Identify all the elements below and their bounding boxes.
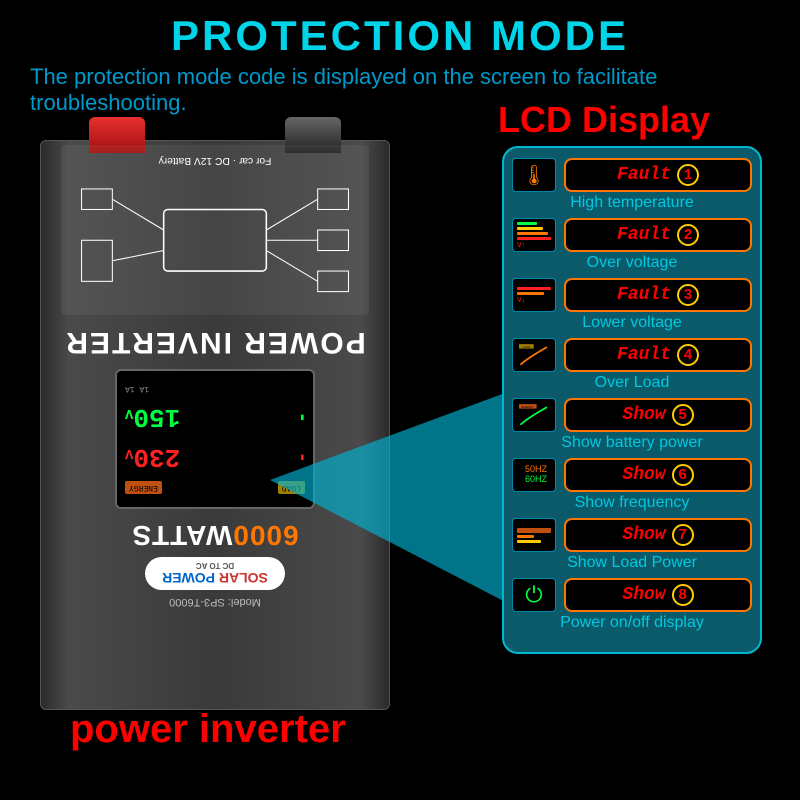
fault-number: 4 (677, 344, 699, 366)
model-text: Model: SP3-T6000 (41, 596, 389, 608)
fault-row-6: 50HZ60HZ Show 6 (512, 458, 752, 492)
fault-word: Show (622, 585, 665, 605)
fault-word: Fault (617, 225, 671, 245)
lcd-value-2: 150V (125, 402, 180, 432)
fault-icon-hz: 50HZ60HZ (512, 458, 556, 492)
fault-caption: Power on/off display (512, 614, 752, 632)
fault-row-3: V↓ Fault 3 (512, 278, 752, 312)
fault-icon-bars_lv: V↓ (512, 278, 556, 312)
fault-number: 3 (677, 284, 699, 306)
fault-row-1: 🌡 Fault 1 (512, 158, 752, 192)
fault-caption: Lower voltage (512, 314, 752, 332)
brand-badge: SOLAR POWER DC TO AC (145, 557, 285, 590)
fault-icon-power: ⏻ (512, 578, 556, 612)
fault-badge: Show 5 (564, 398, 752, 432)
fault-badge: Show 7 (564, 518, 752, 552)
fault-row-8: ⏻ Show 8 (512, 578, 752, 612)
lcd-value-1: 230V (125, 442, 180, 472)
device-face: Model: SP3-T6000 SOLAR POWER DC TO AC 60… (41, 141, 389, 624)
fault-number: 5 (672, 404, 694, 426)
fault-icon-bars_lp (512, 518, 556, 552)
svg-text:For car · DC 12V Battery: For car · DC 12V Battery (158, 155, 272, 166)
brand-solar: SOLAR (219, 570, 268, 586)
fault-codes-panel: 🌡 Fault 1 High temperature V↑ Fault 2 Over volt… (502, 146, 762, 654)
fault-number: 1 (677, 164, 699, 186)
inverter-device: Model: SP3-T6000 SOLAR POWER DC TO AC 60… (40, 140, 390, 710)
lcd-energy-badge: ENERGY (125, 481, 162, 494)
fault-icon-thermo: 🌡 (512, 158, 556, 192)
fault-icon-curve: LOAD (512, 338, 556, 372)
svg-text:ENERGY: ENERGY (522, 405, 534, 409)
fault-caption: Over voltage (512, 254, 752, 272)
fault-word: Show (622, 525, 665, 545)
fault-word: Show (622, 405, 665, 425)
watts-text: WATTS (131, 520, 232, 551)
bottom-label: power inverter (70, 707, 346, 752)
lcd-load-badge: LOAD (278, 481, 305, 494)
fault-number: 2 (677, 224, 699, 246)
fault-icon-bars_ov: V↑ (512, 218, 556, 252)
lcd-screen: LOAD ENERGY ▮ 230V ▮ 150V 1A 1A (115, 369, 315, 509)
fault-badge: Fault 4 (564, 338, 752, 372)
brand-power: POWER (162, 570, 215, 586)
fault-row-2: V↑ Fault 2 (512, 218, 752, 252)
fault-row-7: Show 7 (512, 518, 752, 552)
connection-diagram: For car · DC 12V Battery (61, 145, 369, 315)
fault-badge: Fault 2 (564, 218, 752, 252)
watts-number: 6000 (232, 520, 298, 551)
fault-word: Show (622, 465, 665, 485)
fault-number: 7 (672, 524, 694, 546)
brand-sub: DC TO AC (149, 561, 281, 570)
device-title: POWER INVERTER (41, 325, 389, 359)
fault-badge: Show 8 (564, 578, 752, 612)
svg-text:LOAD: LOAD (523, 345, 531, 349)
fault-caption: High temperature (512, 194, 752, 212)
fault-caption: Show Load Power (512, 554, 752, 572)
fault-badge: Show 6 (564, 458, 752, 492)
fault-number: 6 (672, 464, 694, 486)
fault-number: 8 (672, 584, 694, 606)
main-title: PROTECTION MODE (0, 12, 800, 60)
fault-row-4: LOAD Fault 4 (512, 338, 752, 372)
fault-word: Fault (617, 345, 671, 365)
fault-caption: Over Load (512, 374, 752, 392)
watts-label: 6000WATTS (41, 519, 389, 551)
fault-word: Fault (617, 285, 671, 305)
lcd-display-label: LCD Display (498, 99, 710, 141)
fault-row-5: ENERGY Show 5 (512, 398, 752, 432)
fault-caption: Show frequency (512, 494, 752, 512)
fault-icon-curve2: ENERGY (512, 398, 556, 432)
header: PROTECTION MODE The protection mode code… (0, 0, 800, 117)
fault-badge: Fault 1 (564, 158, 752, 192)
fault-word: Fault (617, 165, 671, 185)
fault-caption: Show battery power (512, 434, 752, 452)
fault-badge: Fault 3 (564, 278, 752, 312)
